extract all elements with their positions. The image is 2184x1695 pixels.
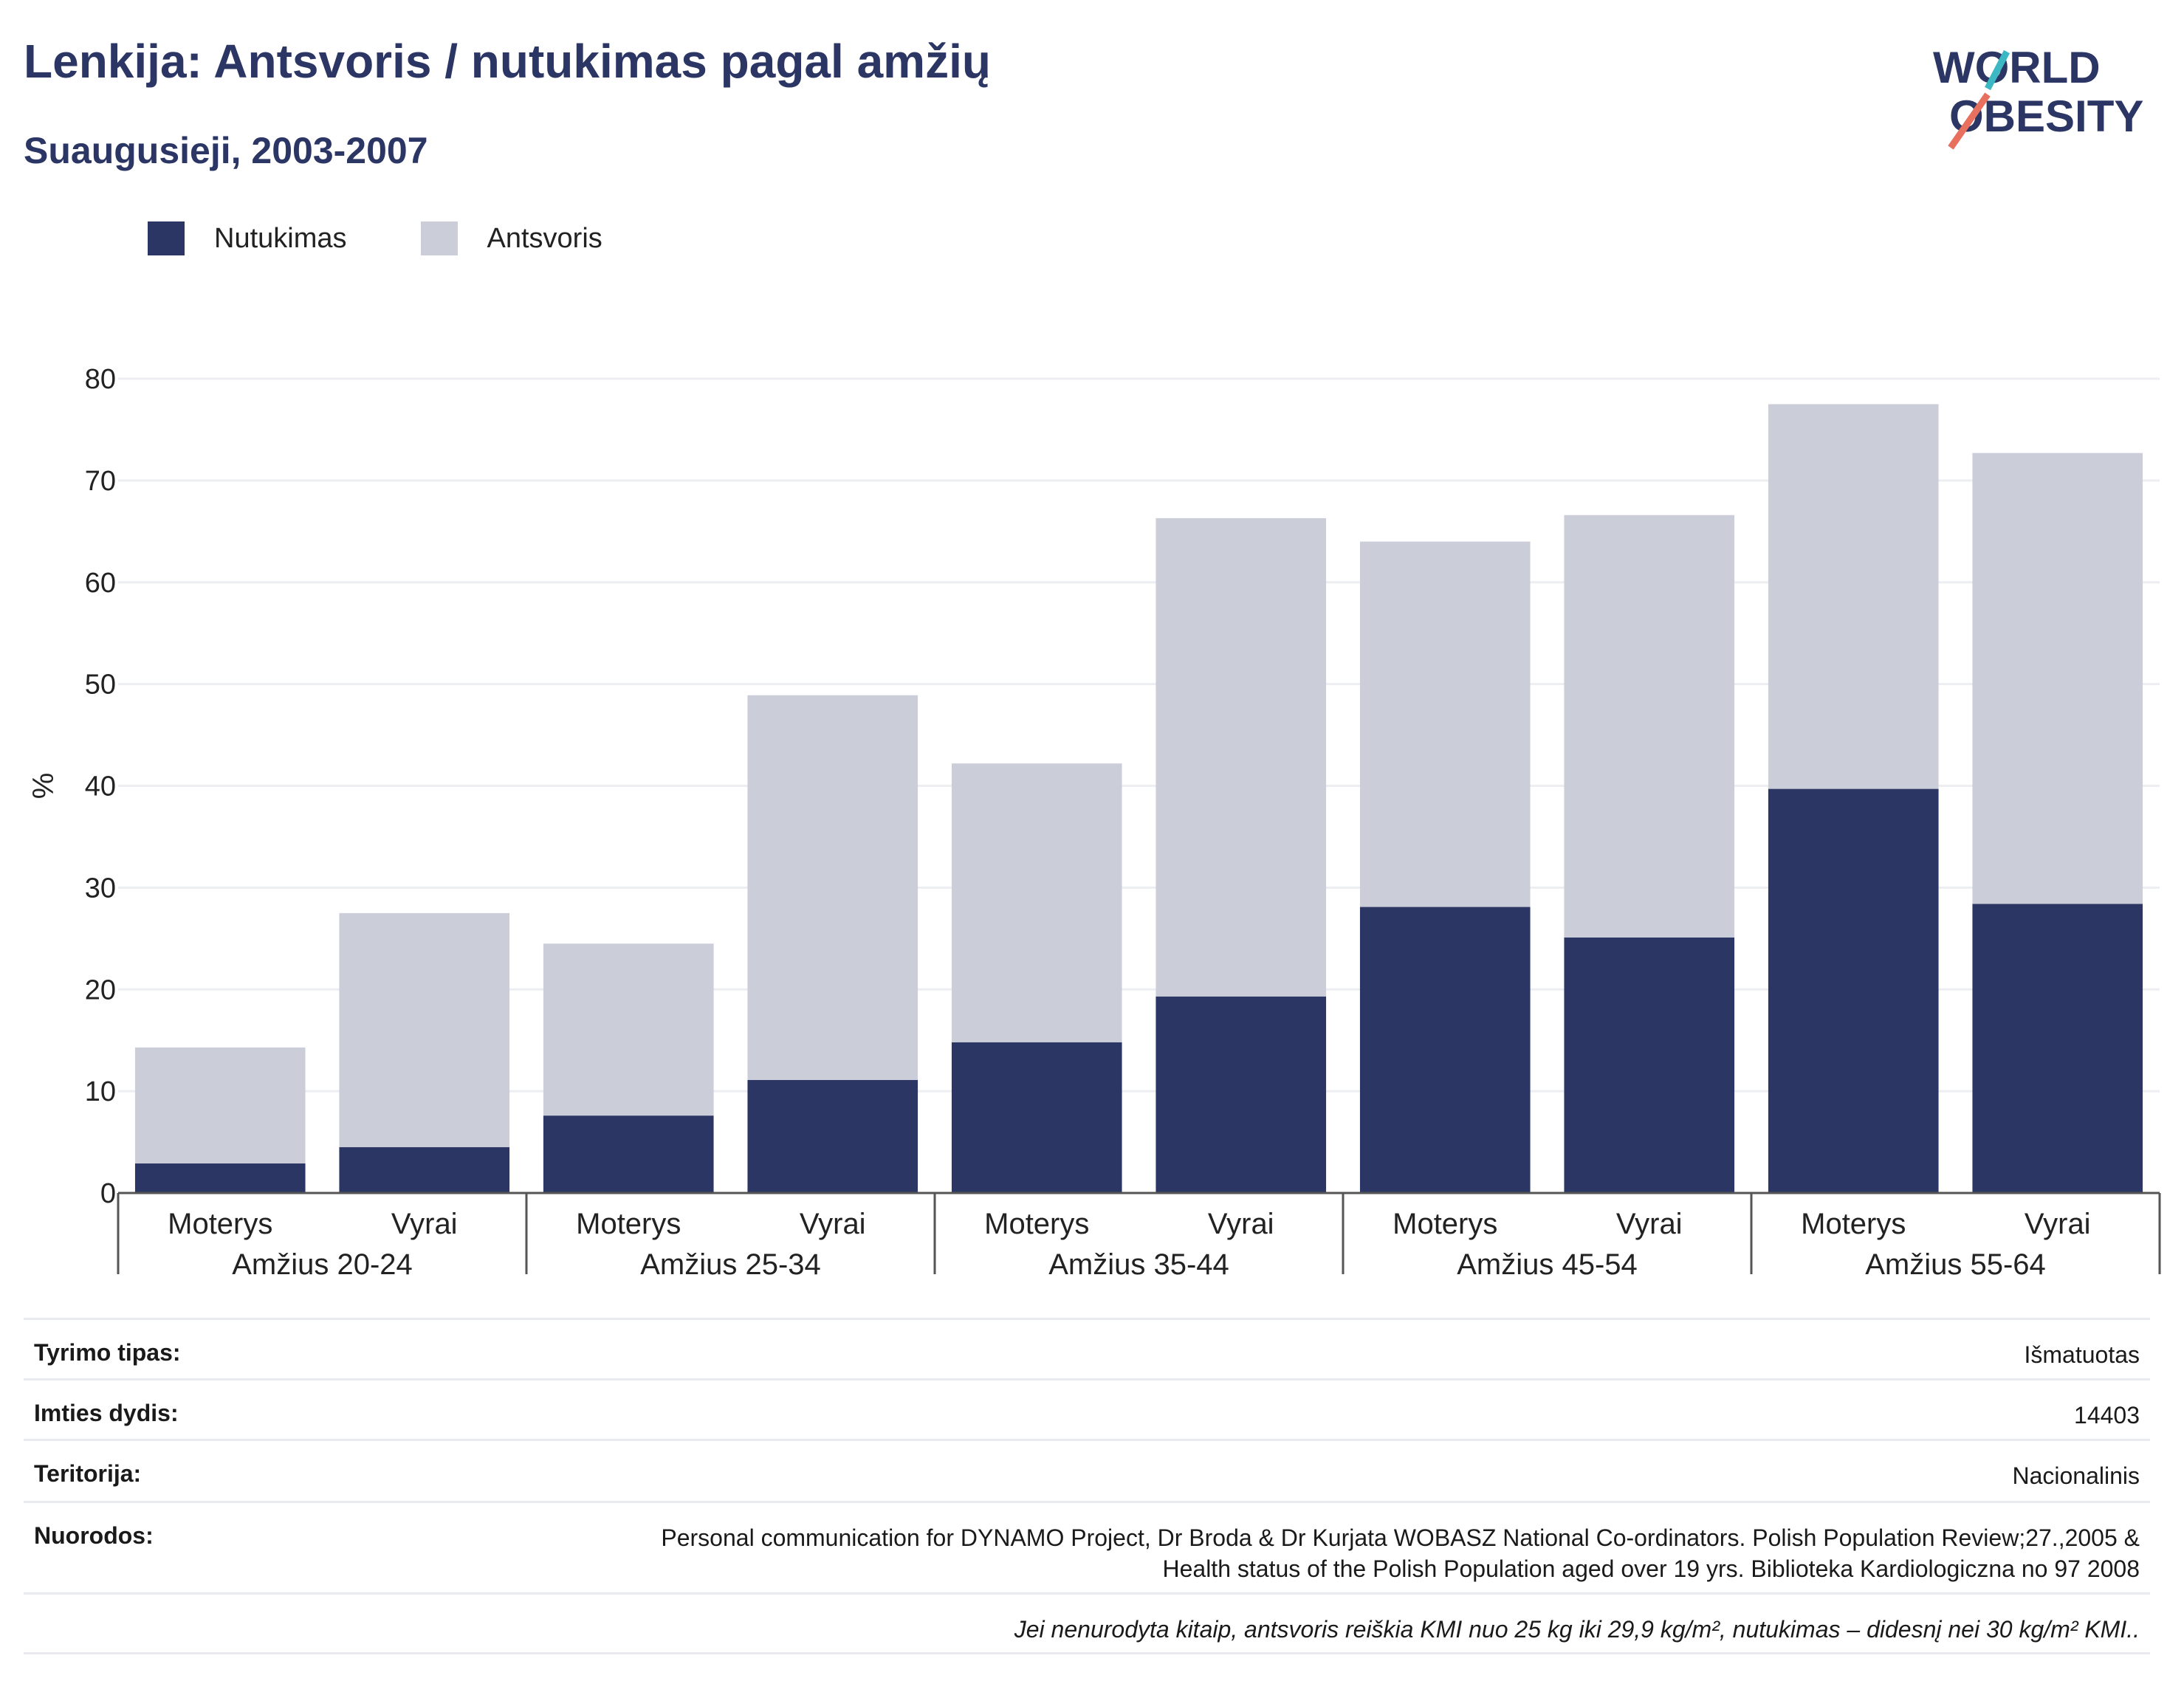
bar-overweight	[951, 763, 1122, 1042]
chart-subtitle: Suaugusieji, 2003-2007	[24, 130, 428, 171]
y-axis-label: %	[27, 773, 60, 800]
info-value-references: Personal communication for DYNAMO Projec…	[661, 1524, 2140, 1582]
legend-label-obesity: Nutukimas	[214, 222, 347, 254]
x-tick-label-sex: Vyrai	[391, 1208, 458, 1240]
x-tick-label-sex: Moterys	[1393, 1208, 1497, 1240]
y-tick-label: 60	[85, 568, 116, 599]
info-row-note: Jei nenurodyta kitaip, antsvoris reiškia…	[24, 1592, 2150, 1654]
info-label-references: Nuorodos:	[34, 1522, 154, 1549]
info-value-sample-size: 14403	[2074, 1402, 2140, 1428]
x-group-label: Amžius 45-54	[1457, 1248, 1638, 1281]
y-tick-label: 70	[85, 466, 116, 497]
info-row-references: Nuorodos: Personal communication for DYN…	[24, 1501, 2150, 1592]
bar-obesity	[543, 1115, 714, 1193]
y-tick-label: 40	[85, 771, 116, 802]
y-tick-label: 0	[100, 1178, 116, 1209]
bar-overweight	[1359, 541, 1531, 907]
info-value-survey-type: Išmatuotas	[2024, 1341, 2140, 1368]
stacked-bar-chart: 0 10 20 30 40 50 60 70 80% Moterys Vyrai Moterys Vyr…	[27, 364, 2161, 1281]
survey-info-table: Tyrimo tipas: Išmatuotas Imties dydis: 1…	[24, 1318, 2150, 1654]
legend-swatch-overweight	[420, 221, 458, 255]
logo-teal-slash	[1985, 49, 2010, 91]
bar-obesity	[951, 1042, 1122, 1193]
bar-obesity	[134, 1163, 306, 1193]
bar-obesity	[1564, 937, 1735, 1193]
x-group-label: Amžius 25-34	[640, 1248, 821, 1281]
y-tick-label: 10	[85, 1076, 116, 1107]
y-tick-label: 30	[85, 873, 116, 904]
x-group-label: Amžius 55-64	[1865, 1248, 2046, 1281]
info-label-survey-type: Tyrimo tipas:	[34, 1339, 181, 1366]
logo-line1: WORLD	[1933, 43, 2101, 92]
info-value-territory: Nacionalinis	[2012, 1462, 2140, 1489]
info-label-territory: Teritorija:	[34, 1460, 142, 1487]
info-row-survey-type: Tyrimo tipas: Išmatuotas	[24, 1318, 2150, 1378]
bar-overweight	[747, 695, 918, 1080]
chart-legend: Nutukimas Antsvoris	[148, 221, 676, 255]
bar-overweight	[1564, 515, 1735, 938]
bar-overweight	[543, 943, 714, 1116]
definition-note: Jei nenurodyta kitaip, antsvoris reiškia…	[1014, 1616, 2140, 1643]
x-tick-label-sex: Moterys	[576, 1208, 681, 1240]
legend-swatch-obesity	[148, 221, 185, 255]
info-label-sample-size: Imties dydis:	[34, 1400, 179, 1426]
bar-obesity	[1155, 996, 1327, 1193]
y-tick-label: 80	[85, 364, 116, 395]
legend-item-obesity: Nutukimas	[148, 221, 347, 255]
logo-coral-slash	[1948, 92, 1991, 150]
x-tick-label-sex: Moterys	[1801, 1208, 1906, 1240]
x-tick-label-sex: Vyrai	[1616, 1208, 1683, 1240]
bar-obesity	[339, 1146, 510, 1193]
y-tick-label: 20	[85, 974, 116, 1005]
x-tick-label-sex: Vyrai	[1208, 1208, 1274, 1240]
bar-obesity	[1972, 904, 2143, 1193]
bar-overweight	[1155, 518, 1327, 997]
x-group-label: Amžius 20-24	[232, 1248, 413, 1281]
x-tick-label-sex: Moterys	[168, 1208, 272, 1240]
x-group-label: Amžius 35-44	[1048, 1248, 1229, 1281]
bar-obesity	[1359, 907, 1531, 1193]
bar-overweight	[339, 912, 510, 1147]
x-tick-label-sex: Vyrai	[2025, 1208, 2091, 1240]
bar-overweight	[1972, 453, 2143, 904]
world-obesity-logo: WORLD OBESITY	[1933, 43, 2143, 150]
info-row-territory: Teritorija: Nacionalinis	[24, 1439, 2150, 1501]
x-tick-label-sex: Vyrai	[800, 1208, 866, 1240]
x-tick-label-sex: Moterys	[984, 1208, 1089, 1240]
bar-overweight	[1768, 404, 1939, 789]
chart-title: Lenkija: Antsvoris / nutukimas pagal amž…	[24, 35, 991, 88]
y-tick-label: 50	[85, 670, 116, 701]
bar-overweight	[134, 1047, 306, 1164]
legend-item-overweight: Antsvoris	[420, 221, 602, 255]
bar-obesity	[1768, 788, 1939, 1193]
info-row-sample-size: Imties dydis: 14403	[24, 1378, 2150, 1439]
bar-obesity	[747, 1079, 918, 1193]
legend-label-overweight: Antsvoris	[487, 222, 602, 254]
logo-line2: OBESITY	[1949, 92, 2143, 141]
